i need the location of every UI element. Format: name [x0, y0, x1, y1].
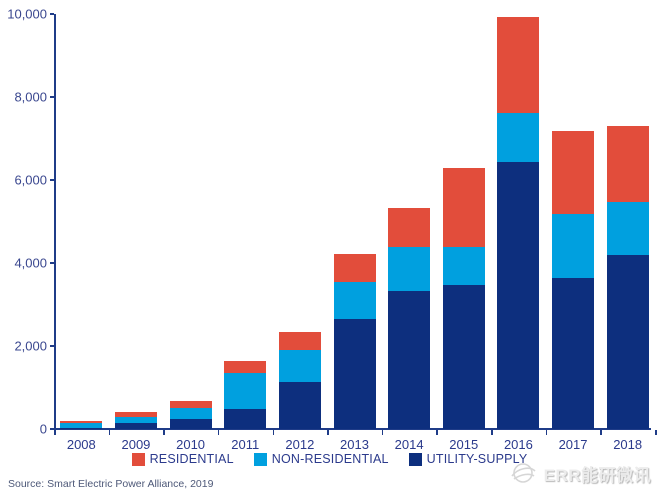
x-tick-mark [491, 430, 493, 435]
y-tick-mark [50, 428, 54, 430]
legend-swatch-utility-supply [408, 452, 422, 466]
x-axis-label-2012: 2012 [285, 437, 315, 452]
y-axis-tick-label: 8,000 [14, 89, 47, 105]
legend-item-residential: RESIDENTIAL [131, 452, 234, 466]
stacked-bar-2013 [333, 254, 376, 429]
x-axis-label-2018: 2018 [613, 437, 643, 452]
bar-segment-residential-2016 [497, 16, 540, 113]
bar-segment-utility-supply-2014 [388, 290, 431, 429]
x-tick-mark [436, 430, 438, 435]
bar-segment-non-residential-2016 [497, 112, 540, 162]
bar-segment-utility-supply-2013 [333, 319, 376, 429]
y-axis-tick-label: 0 [39, 421, 47, 437]
bar-segment-non-residential-2015 [442, 246, 485, 285]
stacked-bar-2016 [497, 16, 540, 429]
x-tick-mark [54, 430, 56, 435]
bar-segment-utility-supply-2011 [224, 409, 267, 429]
bar-segment-non-residential-2013 [333, 282, 376, 320]
x-axis-label-2008: 2008 [66, 437, 96, 452]
stacked-bar-2008 [60, 420, 103, 429]
x-axis-label-2016: 2016 [503, 437, 533, 452]
x-tick-mark [655, 430, 657, 435]
legend-label-non-residential: NON-RESIDENTIAL [271, 452, 389, 466]
bar-segment-utility-supply-2008 [60, 427, 103, 429]
bar-segment-non-residential-2012 [278, 349, 321, 383]
y-tick-mark [50, 13, 54, 15]
x-axis-label-2010: 2010 [176, 437, 206, 452]
bar-segment-residential-2010 [169, 401, 212, 409]
source-note: Source: Smart Electric Power Alliance, 2… [8, 478, 214, 490]
x-axis-label-2013: 2013 [340, 437, 369, 452]
bar-segment-non-residential-2010 [169, 408, 212, 419]
bar-segment-utility-supply-2012 [278, 382, 321, 429]
bar-segment-residential-2013 [333, 254, 376, 283]
y-tick-mark [50, 96, 54, 98]
bar-segment-residential-2011 [224, 360, 267, 374]
y-tick-mark [50, 345, 54, 347]
bar-segment-non-residential-2017 [552, 214, 595, 279]
bar-segment-non-residential-2014 [388, 247, 431, 291]
bar-segment-non-residential-2011 [224, 373, 267, 410]
stacked-bar-2011 [224, 360, 267, 429]
legend: RESIDENTIAL NON-RESIDENTIAL UTILITY-SUPPLY [0, 452, 659, 466]
x-axis-label-2014: 2014 [394, 437, 424, 452]
stacked-bar-2017 [552, 131, 595, 429]
bar-segment-residential-2015 [442, 167, 485, 247]
bar-segment-utility-supply-2017 [552, 278, 595, 429]
bar-segment-utility-supply-2018 [606, 255, 649, 429]
stacked-bar-2010 [169, 401, 212, 429]
watermark-text: ERR能研微讯 [543, 465, 651, 485]
legend-label-utility-supply: UTILITY-SUPPLY [426, 452, 528, 466]
x-axis [54, 428, 651, 430]
legend-swatch-residential [131, 452, 145, 466]
x-tick-mark [600, 430, 602, 435]
bar-segment-non-residential-2009 [114, 416, 157, 423]
y-axis-tick-label: 2,000 [14, 338, 47, 354]
bar-segment-utility-supply-2010 [169, 418, 212, 429]
stacked-bar-2018 [606, 125, 649, 429]
bar-segment-residential-2014 [388, 207, 431, 248]
legend-item-utility-supply: UTILITY-SUPPLY [408, 452, 528, 466]
x-tick-mark [163, 430, 165, 435]
bar-segment-utility-supply-2009 [114, 422, 157, 429]
x-axis-label-2011: 2011 [231, 437, 260, 452]
x-tick-mark [381, 430, 384, 435]
x-axis-label-2015: 2015 [449, 437, 479, 452]
y-tick-mark [50, 262, 54, 264]
bar-segment-residential-2012 [278, 331, 321, 350]
legend-label-residential: RESIDENTIAL [149, 452, 234, 466]
x-tick-mark [217, 430, 220, 435]
stacked-bar-2014 [388, 207, 431, 429]
watermark: ERR能研微讯 [508, 458, 651, 488]
bar-segment-residential-2008 [60, 420, 103, 424]
x-tick-mark [272, 430, 275, 435]
bar-segment-residential-2017 [552, 131, 595, 215]
y-axis-tick-label: 10,000 [7, 6, 47, 22]
stacked-bar-2012 [278, 331, 321, 429]
x-tick-mark [108, 430, 111, 435]
y-axis-tick-label: 4,000 [14, 255, 47, 271]
err-globe-logo-icon [510, 463, 536, 483]
plot-area: 0 2,000 4,000 6,000 8,000 10,000 2008 2009 2010… [7, 7, 657, 452]
bar-segment-non-residential-2018 [606, 202, 649, 256]
x-axis-label-2009: 2009 [121, 437, 151, 452]
x-axis-label-2017: 2017 [558, 437, 588, 452]
x-tick-mark [545, 430, 548, 435]
bar-segment-residential-2018 [606, 125, 649, 203]
x-tick-mark [327, 430, 329, 435]
stacked-bar-2009 [114, 411, 157, 429]
bar-segment-utility-supply-2016 [497, 161, 540, 429]
legend-item-non-residential: NON-RESIDENTIAL [253, 452, 389, 466]
bar-segment-residential-2009 [114, 411, 157, 417]
y-axis-tick-label: 6,000 [14, 172, 47, 188]
legend-swatch-non-residential [253, 452, 267, 466]
y-tick-mark [50, 179, 54, 181]
bar-segment-utility-supply-2015 [442, 285, 485, 429]
y-axis [54, 14, 56, 430]
bar-segment-non-residential-2008 [60, 423, 103, 428]
stacked-bar-2015 [442, 167, 485, 429]
